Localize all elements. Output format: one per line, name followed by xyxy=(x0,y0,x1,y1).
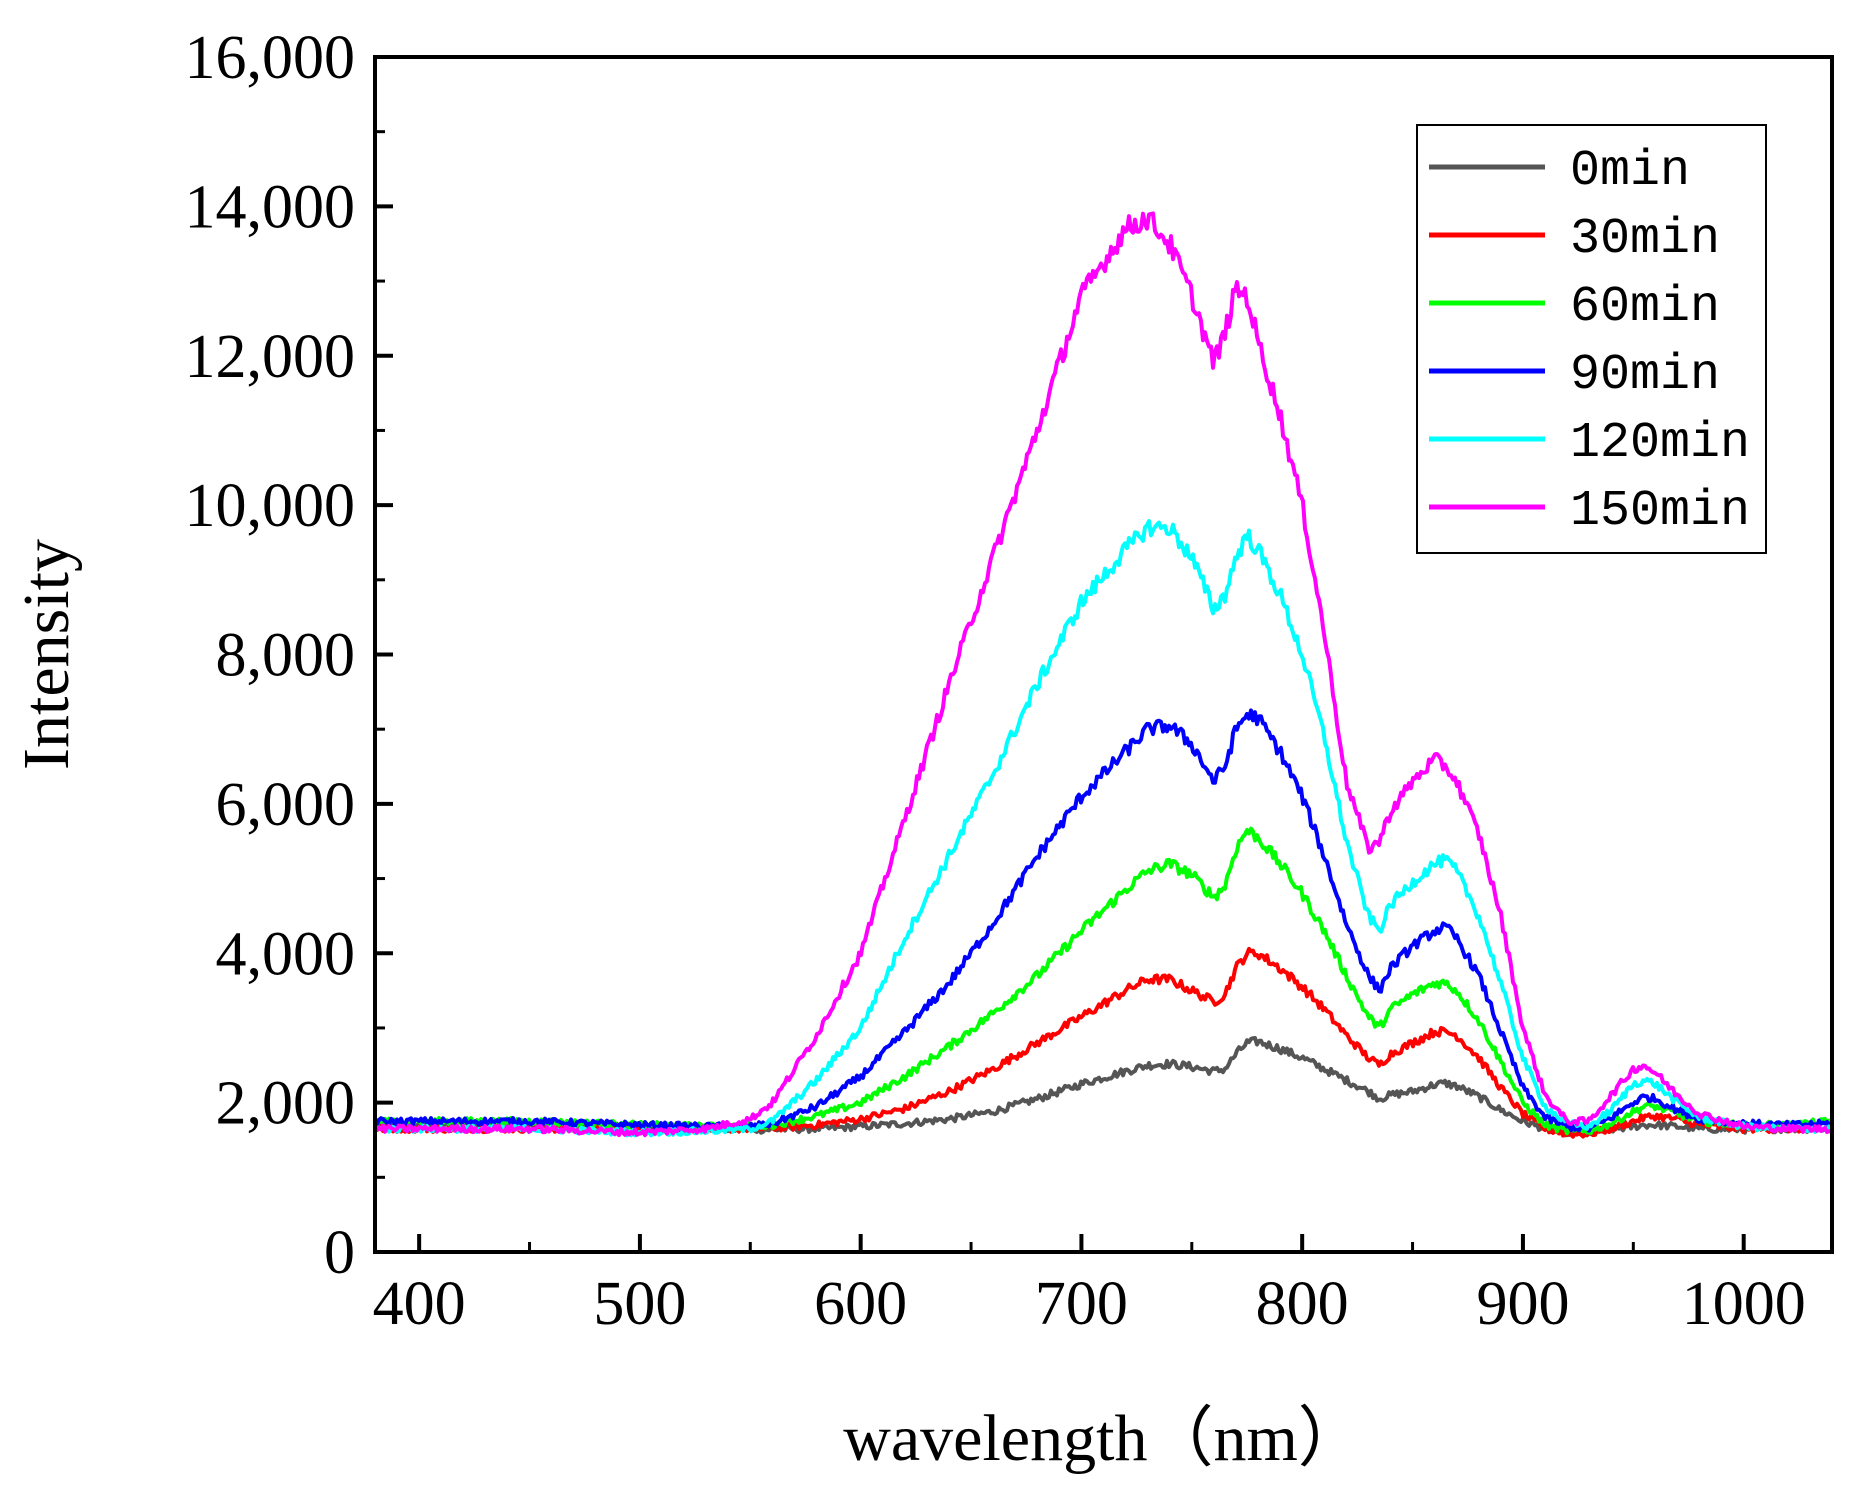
x-tick-label: 1000 xyxy=(1682,1270,1806,1338)
x-tick-label: 800 xyxy=(1256,1270,1349,1338)
y-axis-title: Intensity xyxy=(10,539,83,770)
legend-label-60min: 60min xyxy=(1570,279,1720,336)
x-tick-label: 500 xyxy=(593,1270,686,1338)
series-line-60min xyxy=(374,826,1833,1136)
legend-label-30min: 30min xyxy=(1570,211,1720,268)
y-tick-label: 6,000 xyxy=(216,771,356,839)
y-tick-label: 14,000 xyxy=(185,173,356,241)
series-line-90min xyxy=(373,708,1833,1133)
legend: 0min 30min 60min 90min 120min 150min xyxy=(1416,124,1767,554)
legend-label-0min: 0min xyxy=(1570,143,1690,200)
series-line-150min xyxy=(373,211,1832,1138)
x-tick-label: 900 xyxy=(1476,1270,1569,1338)
y-tick-label: 12,000 xyxy=(185,323,356,391)
y-tick-label: 8,000 xyxy=(216,622,356,690)
plot-frame xyxy=(373,55,1834,1254)
legend-box xyxy=(1416,124,1767,554)
y-tick-label: 0 xyxy=(324,1219,355,1287)
x-tick-label: 400 xyxy=(373,1270,466,1338)
tick-layer: 400 500 600 700 800 900 1000 0 2,000 4,000 6,000 8,… xyxy=(185,24,1806,1338)
legend-label-120min: 120min xyxy=(1570,415,1750,472)
series-line-120min xyxy=(373,519,1833,1138)
y-tick-label: 10,000 xyxy=(185,472,356,540)
x-tick-label: 700 xyxy=(1035,1270,1128,1338)
legend-label-150min: 150min xyxy=(1570,483,1750,540)
legend-label-90min: 90min xyxy=(1570,347,1720,404)
series-layer xyxy=(373,211,1833,1139)
y-tick-label: 2,000 xyxy=(216,1070,356,1138)
y-tick-label: 16,000 xyxy=(185,24,356,92)
y-tick-label: 4,000 xyxy=(216,920,356,988)
x-tick-label: 600 xyxy=(814,1270,907,1338)
x-axis-title: wavelength（nm） xyxy=(843,1402,1364,1475)
